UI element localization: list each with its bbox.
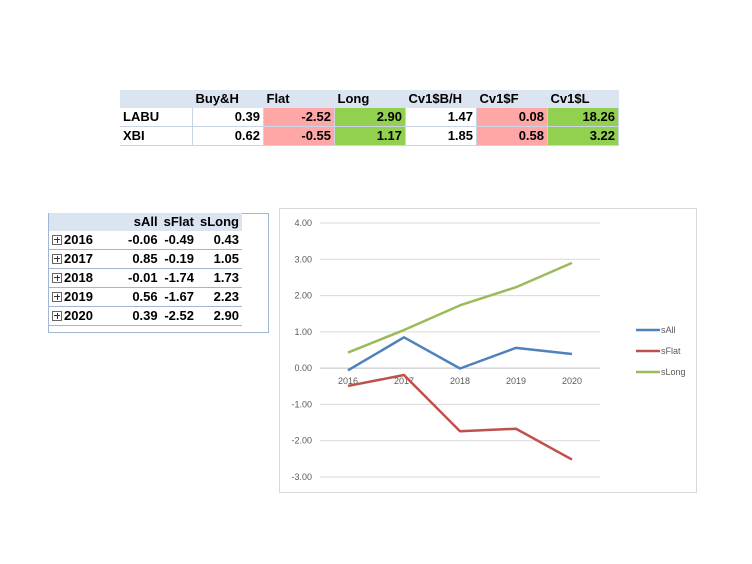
row-label: XBI	[120, 126, 193, 146]
cell-cv1bh: 1.47	[405, 108, 477, 127]
cell-cv1l: 18.26	[547, 108, 619, 127]
pivot-sflat: -1.67	[160, 287, 197, 307]
series-line-sAll	[347, 336, 573, 372]
pivot-header-slong: sLong	[196, 213, 242, 231]
line-chart-svg: 4.00 3.00 2.00 1.00 0.00 -1.00 -2.00 -3.00 2016 2…	[291, 218, 686, 482]
summary-header-blank	[120, 90, 193, 108]
expand-icon[interactable]	[52, 234, 62, 245]
series-line-sLong	[347, 261, 573, 354]
summary-header-long: Long	[334, 90, 406, 108]
expand-icon[interactable]	[52, 310, 62, 321]
cell-flat: -2.52	[263, 108, 335, 127]
pivot-sflat: -0.49	[160, 231, 197, 250]
pivot-header-blank	[48, 213, 125, 231]
pivot-sall: -0.01	[125, 268, 161, 288]
summary-header-cv1l: Cv1$L	[547, 90, 619, 108]
pivot-year-cell: 2016	[48, 231, 125, 250]
pivot-sall: 0.39	[125, 306, 161, 326]
pivot-header-sall: sAll	[125, 213, 161, 231]
summary-header-row: Buy&H Flat Long Cv1$B/H Cv1$F Cv1$L	[120, 90, 619, 108]
cell-buyh: 0.39	[192, 108, 264, 127]
cell-cv1f: 0.58	[476, 126, 548, 146]
pivot-sflat: -0.19	[160, 249, 197, 269]
pivot-year-cell: 2017	[48, 249, 125, 269]
summary-row-xbi: XBI 0.62 -0.55 1.17 1.85 0.58 3.22	[120, 126, 619, 146]
pivot-sall: -0.06	[125, 231, 161, 250]
cell-long: 1.17	[334, 126, 406, 146]
y-tick-label: 1.00	[294, 327, 312, 337]
pivot-slong: 1.73	[196, 268, 242, 288]
y-tick-label: 0.00	[294, 363, 312, 373]
pivot-year: 2020	[64, 308, 93, 323]
summary-header-flat: Flat	[263, 90, 335, 108]
pivot-header-sflat: sFlat	[160, 213, 197, 231]
pivot-sall: 0.85	[125, 249, 161, 269]
pivot-year: 2016	[64, 232, 93, 247]
summary-table: Buy&H Flat Long Cv1$B/H Cv1$F Cv1$L LABU…	[120, 90, 619, 146]
cell-cv1f: 0.08	[476, 108, 548, 127]
pivot-slong: 0.43	[196, 231, 242, 250]
line-chart[interactable]: 4.00 3.00 2.00 1.00 0.00 -1.00 -2.00 -3.00 2016 2…	[279, 208, 697, 493]
summary-header-cv1f: Cv1$F	[476, 90, 548, 108]
y-tick-label: 3.00	[294, 254, 312, 264]
expand-icon[interactable]	[52, 272, 62, 283]
expand-icon[interactable]	[52, 253, 62, 264]
pivot-year-cell: 2018	[48, 268, 125, 288]
pivot-row: 2019 0.56 -1.67 2.23	[48, 287, 242, 307]
cell-cv1l: 3.22	[547, 126, 619, 146]
pivot-sall: 0.56	[125, 287, 161, 307]
x-tick-label: 2020	[562, 376, 582, 386]
summary-row-labu: LABU 0.39 -2.52 2.90 1.47 0.08 18.26	[120, 108, 619, 127]
cell-flat: -0.55	[263, 126, 335, 146]
y-tick-label: -1.00	[291, 399, 312, 409]
pivot-row: 2020 0.39 -2.52 2.90	[48, 306, 242, 326]
pivot-year: 2018	[64, 270, 93, 285]
cell-cv1bh: 1.85	[405, 126, 477, 146]
row-label: LABU	[120, 108, 193, 127]
expand-icon[interactable]	[52, 291, 62, 302]
x-tick-label: 2016	[338, 376, 358, 386]
legend-label-sLong: sLong	[661, 367, 686, 377]
pivot-sflat: -2.52	[160, 306, 197, 326]
legend-label-sAll: sAll	[661, 325, 676, 335]
cell-buyh: 0.62	[192, 126, 264, 146]
pivot-slong: 2.23	[196, 287, 242, 307]
pivot-row: 2016 -0.06 -0.49 0.43	[48, 231, 242, 250]
summary-header-cv1bh: Cv1$B/H	[405, 90, 477, 108]
y-tick-label: 4.00	[294, 218, 312, 228]
summary-header-buyh: Buy&H	[192, 90, 264, 108]
pivot-table: sAll sFlat sLong 2016 -0.06 -0.49 0.43 2…	[48, 213, 242, 326]
pivot-slong: 2.90	[196, 306, 242, 326]
y-tick-label: -2.00	[291, 436, 312, 446]
pivot-row: 2017 0.85 -0.19 1.05	[48, 249, 242, 269]
pivot-header-row: sAll sFlat sLong	[48, 213, 242, 231]
y-tick-label: -3.00	[291, 472, 312, 482]
pivot-year: 2019	[64, 289, 93, 304]
pivot-sflat: -1.74	[160, 268, 197, 288]
legend-label-sFlat: sFlat	[661, 346, 681, 356]
pivot-year-cell: 2019	[48, 287, 125, 307]
pivot-year: 2017	[64, 251, 93, 266]
series-line-sFlat	[347, 373, 573, 461]
y-tick-label: 2.00	[294, 291, 312, 301]
pivot-row: 2018 -0.01 -1.74 1.73	[48, 268, 242, 288]
x-tick-label: 2017	[394, 376, 414, 386]
x-tick-label: 2019	[506, 376, 526, 386]
pivot-year-cell: 2020	[48, 306, 125, 326]
cell-long: 2.90	[334, 108, 406, 127]
pivot-slong: 1.05	[196, 249, 242, 269]
x-tick-label: 2018	[450, 376, 470, 386]
